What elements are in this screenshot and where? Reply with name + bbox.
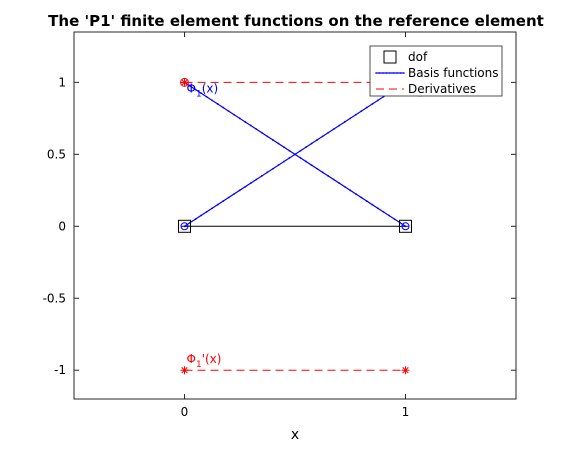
basis-point — [310, 164, 313, 167]
basis-point — [249, 182, 252, 185]
basis-point — [343, 121, 346, 123]
derivative-star-marker — [401, 366, 410, 375]
basis-point — [321, 171, 324, 174]
y-tick-label: 1 — [58, 75, 66, 89]
legend-label: Basis functions — [408, 66, 499, 80]
basis-point — [283, 146, 285, 149]
x-tick-label: 0 — [181, 405, 189, 419]
basis-point — [371, 203, 374, 206]
legend-item-2: Basis functions — [375, 66, 499, 80]
basis-point — [266, 135, 269, 138]
basis-point — [233, 193, 236, 195]
basis-point — [216, 103, 219, 105]
basis-circle-marker — [180, 77, 189, 87]
x-axis-label: x — [291, 427, 299, 443]
basis-point — [360, 196, 363, 199]
dof-marker — [399, 219, 412, 233]
basis-point — [222, 200, 225, 203]
basis-point — [244, 121, 247, 123]
legend-dof-marker — [383, 50, 397, 64]
basis-point — [294, 153, 296, 156]
basis-point — [249, 124, 252, 127]
basis-point — [205, 211, 208, 213]
plot-area-frame — [73, 31, 517, 400]
basis-point — [211, 207, 214, 210]
basis-point — [299, 157, 302, 159]
y-tick-label: -1 — [54, 363, 66, 377]
dof-marker — [178, 219, 191, 233]
basis-point — [244, 185, 247, 188]
basis-point — [365, 200, 368, 203]
function-label-3: Φ1'(x) — [187, 352, 222, 370]
legend-label: dof — [408, 50, 428, 64]
basis-point — [354, 113, 357, 116]
basis-point — [222, 106, 225, 109]
basis-point — [266, 171, 269, 174]
basis-point — [349, 117, 352, 120]
basis-point — [277, 164, 280, 167]
basis-point — [332, 178, 335, 181]
basis-point — [255, 178, 258, 181]
legend-box — [369, 45, 503, 97]
basis-point — [316, 139, 318, 141]
basis-point — [360, 110, 363, 113]
y-tick-label: 0.5 — [47, 147, 66, 161]
basis-point — [338, 124, 341, 127]
basis-point — [238, 117, 241, 120]
derivative-star-marker — [180, 366, 189, 375]
basis-point — [376, 99, 379, 102]
basis-point — [283, 160, 285, 163]
legend-item-3: Derivatives — [376, 82, 476, 96]
basis-point — [393, 218, 396, 220]
x-tick-label: 1 — [402, 405, 410, 419]
legend: dof Basis functions Derivatives — [369, 45, 503, 97]
basis-point — [388, 214, 390, 217]
basis-point — [288, 149, 291, 152]
basis-point — [288, 157, 291, 159]
basis-point — [272, 167, 274, 170]
basis-point — [260, 131, 263, 134]
chart-title: The 'P1' finite element functions on the… — [48, 12, 544, 30]
legend-item-1: dof — [383, 50, 428, 64]
basis-point — [255, 128, 258, 131]
basis-point — [327, 175, 330, 177]
basis-point — [200, 214, 202, 217]
basis-point — [211, 99, 214, 102]
y-tick-label: 0 — [58, 219, 66, 233]
basis-point — [299, 149, 302, 152]
basis-point — [216, 203, 219, 206]
basis-point — [365, 106, 368, 109]
basis-point — [277, 142, 280, 145]
basis-point — [316, 167, 318, 170]
basis-point — [194, 88, 197, 91]
basis-point — [371, 103, 374, 105]
y-tick-label: -0.5 — [43, 291, 66, 305]
basis-point — [338, 182, 341, 185]
basis-point — [354, 193, 357, 195]
basis-point — [343, 185, 346, 188]
basis-point — [321, 135, 324, 138]
basis-point — [305, 160, 307, 163]
basis-point — [260, 175, 263, 177]
function-label-1: Φ1(x) — [187, 81, 219, 99]
basis-point — [332, 128, 335, 131]
basis-point — [327, 131, 330, 134]
basis-point — [349, 189, 352, 192]
basis-point — [205, 95, 208, 98]
basis-point — [233, 113, 236, 116]
basis-point — [194, 218, 197, 220]
legend-label: Derivatives — [408, 82, 476, 96]
basis-point — [238, 189, 241, 192]
basis-point — [227, 196, 230, 199]
basis-point — [227, 110, 230, 113]
basis-point — [189, 85, 191, 87]
basis-point — [272, 139, 274, 141]
basis-point — [305, 146, 307, 149]
basis-point — [200, 92, 202, 95]
basis-point — [376, 207, 379, 210]
basis-point — [310, 142, 313, 145]
basis-point — [382, 211, 385, 213]
